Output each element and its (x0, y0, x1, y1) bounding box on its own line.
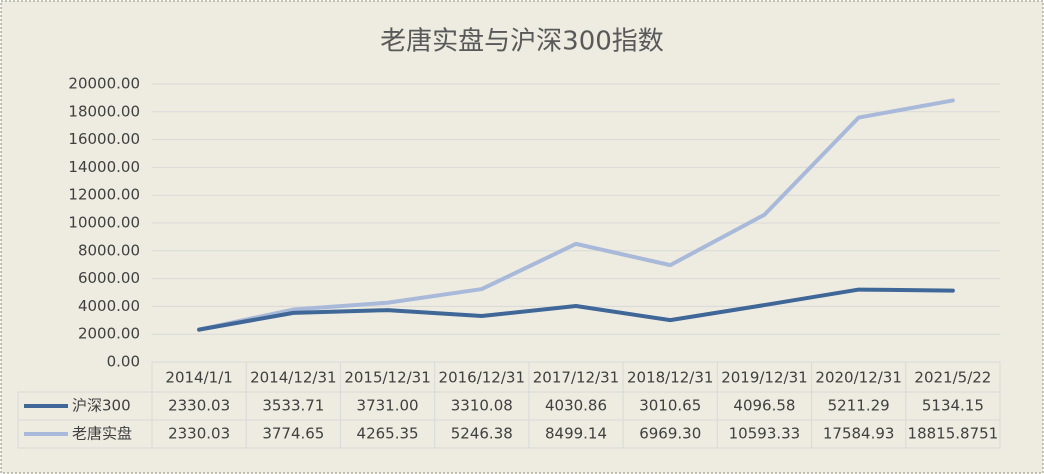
y-tick-label: 4000.00 (78, 297, 140, 315)
series-line (197, 287, 955, 332)
x-tick-label: 2016/12/31 (439, 369, 525, 387)
x-tick-label: 2017/12/31 (533, 369, 619, 387)
y-tick-label: 14000.00 (68, 158, 140, 176)
series-line (197, 98, 955, 332)
table-cell: 17584.93 (823, 425, 895, 443)
table-cell: 5211.29 (828, 397, 890, 415)
y-tick-label: 10000.00 (68, 214, 140, 232)
y-tick-label: 20000.00 (68, 75, 140, 93)
x-tick-label: 2015/12/31 (344, 369, 430, 387)
chart-title: 老唐实盘与沪深300指数 (380, 27, 664, 57)
table-cell: 3310.08 (451, 397, 513, 415)
y-tick-label: 18000.00 (68, 102, 140, 120)
legend-label: 老唐实盘 (72, 425, 132, 443)
table-cell: 5134.15 (922, 397, 984, 415)
x-tick-label: 2019/12/31 (721, 369, 807, 387)
table-cell: 6969.30 (639, 425, 701, 443)
table-cell: 2330.03 (168, 425, 230, 443)
table-cell: 3731.00 (357, 397, 419, 415)
table-cell: 4030.86 (545, 397, 607, 415)
table-cell: 4265.35 (357, 425, 419, 443)
table-cell: 3774.65 (262, 425, 324, 443)
table-cell: 4096.58 (733, 397, 795, 415)
y-tick-label: 16000.00 (68, 130, 140, 148)
table-cell: 10593.33 (729, 425, 801, 443)
y-tick-label: 6000.00 (78, 269, 140, 287)
table-cell: 3533.71 (262, 397, 324, 415)
y-tick-label: 2000.00 (78, 325, 140, 343)
table-cell: 3010.65 (639, 397, 701, 415)
x-tick-label: 2014/1/1 (165, 369, 232, 387)
legend-label: 沪深300 (72, 397, 131, 415)
x-tick-label: 2018/12/31 (627, 369, 713, 387)
y-tick-label: 0.00 (107, 353, 140, 371)
table-cell: 18815.8751 (908, 425, 999, 443)
y-tick-label: 8000.00 (78, 241, 140, 259)
x-tick-label: 2021/5/22 (914, 369, 991, 387)
x-tick-label: 2020/12/31 (815, 369, 901, 387)
table-cell: 8499.14 (545, 425, 607, 443)
table-cell: 5246.38 (451, 425, 513, 443)
table-cell: 2330.03 (168, 397, 230, 415)
x-tick-label: 2014/12/31 (250, 369, 336, 387)
y-tick-label: 12000.00 (68, 186, 140, 204)
